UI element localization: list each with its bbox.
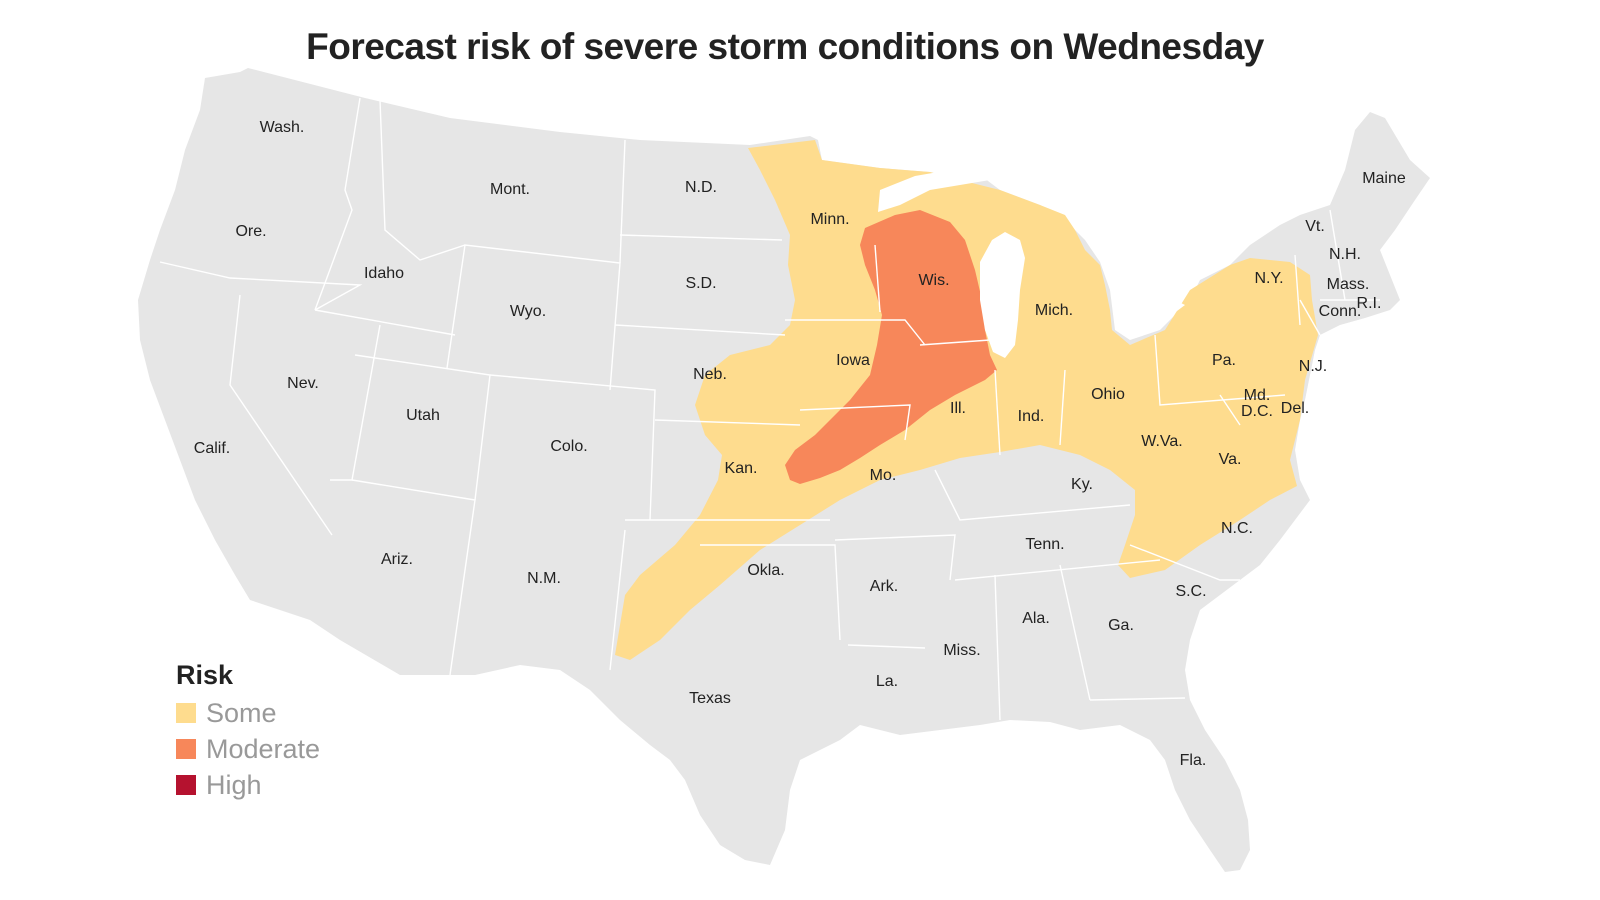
state-label: Va.	[1219, 451, 1242, 468]
state-label: Ark.	[870, 578, 898, 595]
lake-erie	[1125, 300, 1185, 332]
state-label: Vt.	[1305, 218, 1325, 235]
state-label: Minn.	[810, 211, 849, 228]
state-label: Pa.	[1212, 352, 1236, 369]
state-label: N.M.	[527, 570, 561, 587]
legend-swatch-some	[176, 703, 196, 723]
state-label: R.I.	[1357, 295, 1382, 312]
state-label: N.C.	[1221, 520, 1253, 537]
state-label: Ind.	[1018, 408, 1045, 425]
state-label: N.D.	[685, 179, 717, 196]
state-label: S.D.	[685, 275, 716, 292]
legend-swatch-moderate	[176, 739, 196, 759]
legend-label-high: High	[206, 769, 262, 800]
state-label: Maine	[1362, 170, 1406, 187]
risk-area-moderate	[785, 210, 997, 484]
state-label: Mich.	[1035, 302, 1073, 319]
state-label: Texas	[689, 690, 731, 707]
legend-label-moderate: Moderate	[206, 733, 321, 764]
state-label: Idaho	[364, 265, 404, 282]
state-label: Ala.	[1022, 610, 1050, 627]
map-title: Forecast risk of severe storm conditions…	[306, 26, 1264, 67]
state-label: Kan.	[725, 460, 758, 477]
lake-superior	[878, 168, 990, 212]
state-label: N.Y.	[1254, 270, 1283, 287]
state-label: Ga.	[1108, 617, 1134, 634]
state-label: Ky.	[1071, 476, 1093, 493]
state-label: Wash.	[260, 119, 305, 136]
state-label: Ill.	[950, 400, 966, 417]
state-label: Tenn.	[1025, 536, 1064, 553]
state-label: Fla.	[1180, 752, 1207, 769]
state-label: Del.	[1281, 400, 1309, 417]
state-label: Ohio	[1091, 386, 1125, 403]
state-label: Nev.	[287, 375, 319, 392]
state-label: Wyo.	[510, 303, 546, 320]
state-borders	[159, 97, 1380, 721]
state-label: Ore.	[235, 223, 266, 240]
state-label: Md.	[1244, 387, 1271, 404]
state-label: Conn.	[1319, 303, 1362, 320]
state-label: Wis.	[918, 272, 949, 289]
legend-item-some: Some	[176, 695, 320, 731]
state-label: Calif.	[194, 440, 230, 457]
state-label: W.Va.	[1141, 433, 1183, 450]
state-label: Okla.	[747, 562, 784, 579]
state-label: La.	[876, 673, 898, 690]
legend-label-some: Some	[206, 697, 277, 728]
state-label: Utah	[406, 407, 440, 424]
state-label: Mont.	[490, 181, 530, 198]
state-label: N.H.	[1329, 246, 1361, 263]
state-label: Neb.	[693, 366, 727, 383]
legend: Risk Some Moderate High	[176, 660, 320, 803]
risk-area-some	[615, 140, 1318, 660]
state-labels: Wash. Ore. Calif. Idaho Nev. Mont. Wyo. Utah Ari…	[194, 119, 1406, 769]
state-label: Mo.	[870, 467, 897, 484]
state-label: Iowa	[836, 352, 870, 369]
state-label: Miss.	[943, 642, 980, 659]
legend-item-high: High	[176, 767, 320, 803]
state-label: N.J.	[1299, 358, 1327, 375]
state-label: D.C.	[1241, 403, 1273, 420]
state-label: Mass.	[1327, 276, 1370, 293]
legend-title: Risk	[176, 660, 234, 690]
state-label: S.C.	[1175, 583, 1206, 600]
legend-swatch-high	[176, 775, 196, 795]
state-label: Ariz.	[381, 551, 413, 568]
lake-michigan	[980, 232, 1025, 358]
state-label: Colo.	[550, 438, 587, 455]
legend-item-moderate: Moderate	[176, 731, 320, 767]
